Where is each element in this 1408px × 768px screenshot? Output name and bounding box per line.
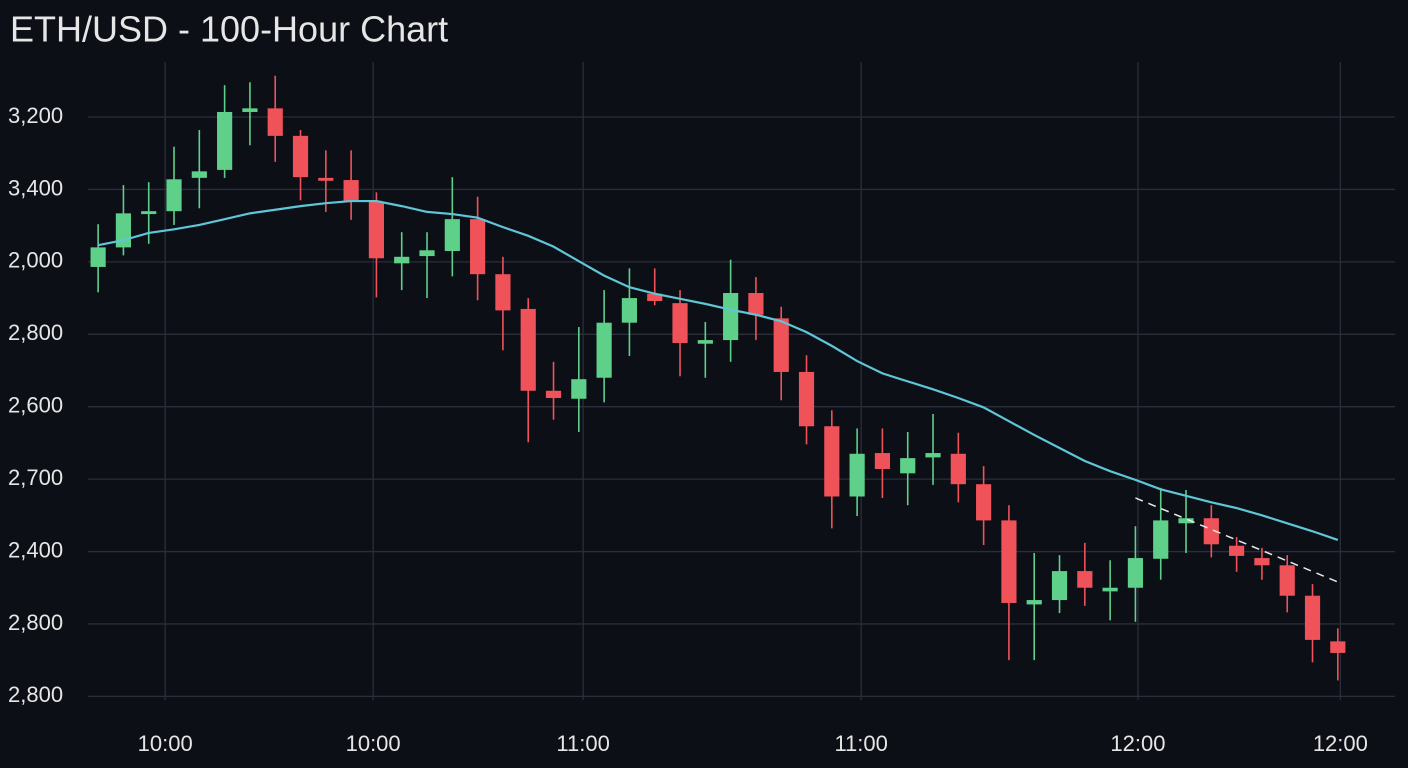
candle-body (596, 322, 612, 378)
candle-body (697, 340, 713, 344)
candle-body (267, 108, 283, 136)
candle-body (1178, 518, 1194, 524)
moving-average-line (97, 199, 1339, 541)
candle-body (394, 256, 410, 264)
y-tick-label: 2,800 (8, 320, 63, 345)
candle-body (444, 219, 460, 252)
candle-body (1051, 571, 1068, 601)
candle-body (1229, 545, 1245, 556)
y-tick-label: 2,600 (8, 393, 63, 418)
candle-body (748, 293, 764, 315)
candle-body (1001, 520, 1017, 603)
candle-body (217, 111, 233, 170)
y-tick-label: 3,200 (8, 103, 63, 128)
candle-body (90, 247, 106, 267)
candle-body (318, 177, 334, 181)
x-tick-label: 11:00 (834, 731, 887, 756)
candle-body (1077, 571, 1093, 588)
candle-body (1279, 565, 1295, 596)
candle-body (1153, 520, 1169, 559)
candle-body (849, 453, 865, 497)
y-tick-label: 3,400 (8, 175, 63, 200)
candle-body (900, 458, 916, 474)
candle-body (723, 293, 739, 341)
candle-body (292, 135, 309, 178)
candle-body (798, 371, 815, 427)
candle-body (242, 108, 258, 112)
candle-body (368, 201, 385, 259)
candle-body (545, 390, 562, 399)
y-tick-label: 2,800 (8, 610, 63, 635)
candle-body (874, 453, 891, 469)
candle-body (925, 453, 941, 458)
x-tick-label: 10:00 (138, 731, 193, 756)
y-tick-label: 2,400 (8, 537, 63, 562)
candle-body (495, 274, 511, 311)
candle-body (773, 318, 789, 372)
y-tick-label: 2,800 (8, 682, 63, 707)
candle-body (520, 308, 536, 391)
candle-body (647, 293, 663, 301)
trend-line (1135, 497, 1339, 583)
candle-body (672, 303, 688, 343)
candle-body (1304, 595, 1321, 640)
candle-body (141, 211, 157, 215)
candle-body (976, 484, 992, 521)
chart-title: ETH/USD - 100-Hour Chart (10, 9, 448, 50)
candle-body (950, 453, 966, 485)
candle-body (470, 219, 486, 275)
candle-body (191, 171, 207, 178)
x-tick-label: 12:00 (1313, 731, 1368, 756)
candle-body (1254, 558, 1270, 566)
candle-body (824, 426, 840, 497)
candle-body (1127, 558, 1144, 588)
candle-body (166, 179, 182, 212)
candle-body (1102, 587, 1118, 592)
candle-body (419, 250, 435, 257)
y-tick-label: 2,000 (8, 248, 63, 273)
x-tick-label: 12:00 (1110, 731, 1165, 756)
candle-body (343, 180, 359, 202)
x-tick-label: 10:00 (346, 731, 401, 756)
candle-body (571, 379, 587, 399)
candle-body (621, 298, 638, 323)
candle-body (1026, 600, 1042, 605)
candle-body (1203, 518, 1219, 545)
candle-body (1330, 641, 1346, 653)
y-tick-label: 2,700 (8, 465, 63, 490)
x-tick-label: 11:00 (556, 731, 609, 756)
